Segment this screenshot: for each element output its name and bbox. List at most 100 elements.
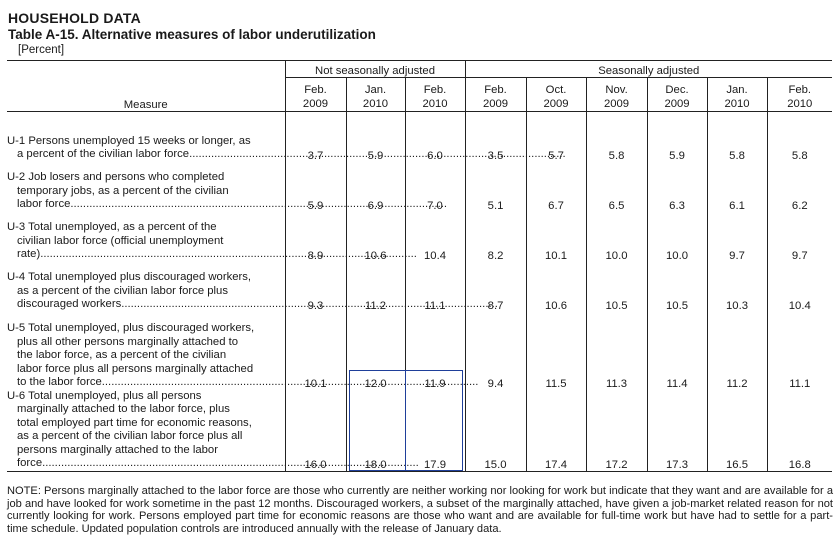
value-cell: 11.1 [767,312,832,390]
leader-dots: ........................................… [101,376,479,388]
cell-value: 16.8 [788,458,811,471]
measure-last-line: a percent of the civilian labor force...… [7,148,566,162]
value-cell: 7.0 [405,161,466,212]
measure-line: as a percent of the civilian labor force… [17,284,228,297]
value-cell: 11.1 [405,261,466,312]
cell-value: 5.9 [307,199,324,212]
measure-last-line: force...................................… [7,457,419,471]
value-cell: 10.6 [346,211,406,262]
column-month: Feb. [304,84,327,96]
value-cell: 10.5 [647,261,708,312]
measure-line: as a percent of the civilian labor force… [17,430,243,442]
value-cell: 11.2 [346,261,406,312]
value-cell: 5.9 [285,161,347,212]
value-cell: 8.7 [465,261,527,312]
measure-line: temporary jobs, as a percent of the civi… [17,184,229,197]
value-cell: 9.4 [465,311,527,390]
column-header: Feb. 2009 [465,77,527,112]
measure-cell: U-6 Total unemployed, plus all persons ma… [7,389,419,472]
column-month: Feb. [423,84,447,96]
column-year: 2010 [422,98,448,110]
value-cell: 17.9 [404,369,466,472]
table-row: U-2 Job losers and persons who completed… [7,161,832,212]
leader-dots: ........................................… [70,198,448,210]
cell-value: 10.0 [666,249,689,262]
value-cell: 10.3 [707,261,768,312]
column-year: 2010 [724,98,750,110]
cell-value: 11.3 [605,377,628,390]
column-year: 2010 [787,98,813,110]
measure-first-line: U-6 Total unemployed, plus all persons [7,389,202,402]
value-cell: 10.1 [526,211,587,262]
value-cell: 6.2 [767,162,832,212]
measure-cell: U-3 Total unemployed, as a percent of th… [7,211,417,262]
cell-value: 6.9 [367,199,384,212]
value-cell: 11.5 [526,311,587,390]
cell-value: 9.4 [487,377,504,390]
column-header: Dec. 2009 [647,77,708,112]
measure-last-line: labor force.............................… [7,198,447,212]
value-cell: 6.7 [526,161,587,212]
cell-value: 10.0 [605,249,628,262]
value-cell: 9.3 [285,261,347,312]
cell-value: 9.3 [307,299,324,312]
value-cell: 8.9 [285,211,347,262]
column-month: Oct. [545,84,567,96]
measure-cell: U-4 Total unemployed plus discouraged wo… [7,261,498,312]
table-row: U-5 Total unemployed, plus discouraged w… [7,311,832,390]
value-cell: 6.5 [586,161,648,212]
cell-value: 10.5 [605,299,628,312]
cell-value: 6.7 [548,199,564,212]
value-cell: 10.0 [586,211,648,262]
cell-value: 8.9 [307,249,324,262]
measure-last-text: labor force [17,198,71,210]
leader-dots: ........................................… [40,248,417,260]
value-cell: 6.9 [346,161,406,212]
measure-last-text: discouraged workers [17,298,122,310]
cell-value: 10.4 [788,299,811,312]
table-row: U-3 Total unemployed, as a percent of th… [7,211,832,262]
value-cell: 11.3 [586,311,648,390]
measure-header: Measure [7,60,286,112]
column-header: Nov. 2009 [586,77,648,112]
table-title: Table A-15. Alternative measures of labo… [8,27,376,42]
column-header: Feb. 2010 [405,77,466,112]
cell-value: 5.8 [608,149,625,162]
value-cell: 3.7 [285,111,347,162]
value-cell: 10.4 [767,262,832,312]
cell-value: 12.0 [364,377,387,390]
cell-value: 3.5 [487,149,504,162]
measure-last-line: rate)...................................… [7,248,417,262]
measure-last-text: force [17,457,43,469]
column-header: Jan. 2010 [707,77,768,112]
column-month: Dec. [665,84,689,96]
value-cell: 6.3 [647,161,708,212]
value-cell: 5.7 [526,111,587,162]
value-cell: 10.5 [586,261,648,312]
measure-line: the labor force, as a percent of the civ… [17,349,227,361]
value-cell: 5.8 [767,112,832,162]
measure-line: civilian labor force (official unemploym… [17,234,224,247]
cell-value: 11.2 [364,299,387,312]
group-header-sa: Seasonally adjusted [465,60,833,78]
cell-value: 5.8 [791,149,808,162]
value-cell: 10.6 [526,261,587,312]
cell-value: 10.5 [666,299,689,312]
cell-value: 11.9 [424,377,446,390]
cell-value: 17.3 [666,458,689,471]
value-cell: 16.8 [767,389,833,472]
column-year: 2009 [603,98,630,110]
cell-value: 17.4 [545,458,568,471]
cell-value: 17.9 [424,458,446,471]
value-cell: 3.5 [465,111,527,162]
cell-value: 10.3 [726,299,749,312]
measure-line: persons marginally attached to the labor [17,443,218,456]
column-month: Feb. [484,84,507,96]
table-row: U-1 Persons unemployed 15 weeks or longe… [7,111,832,162]
cell-value: 11.5 [545,377,567,390]
measure-line: plus all other persons marginally attach… [17,335,239,348]
value-cell: 9.7 [707,211,768,262]
data-table: Measure Not seasonally adjusted Seasonal… [7,60,833,472]
column-year: 2009 [664,98,690,110]
value-cell: 17.4 [526,389,587,472]
